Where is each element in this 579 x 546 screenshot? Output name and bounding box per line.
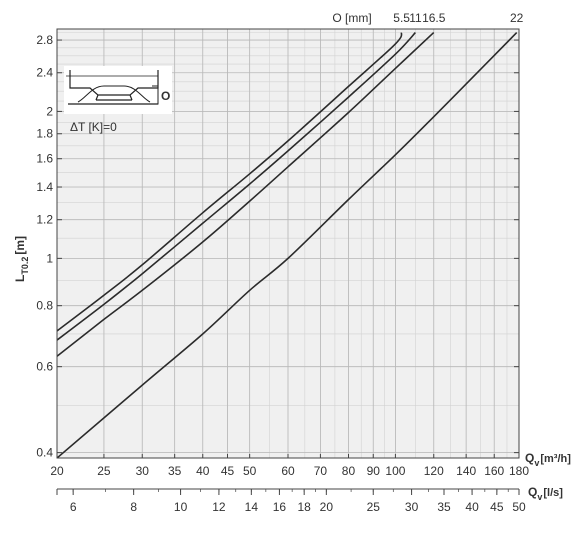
x-axis-title-main: Q <box>525 451 534 465</box>
x-tick-label: 40 <box>196 464 210 478</box>
x-tick-label: 100 <box>385 464 405 478</box>
series-line-5-5 <box>57 32 403 332</box>
x2-tick-label: 20 <box>320 500 334 514</box>
x2-tick-label: 16 <box>273 500 287 514</box>
y-tick-label: 1.8 <box>36 127 53 141</box>
axes: 0.4 0.6 0.8 1 1.2 1.4 1.6 1.8 2 2.4 2.8 20 25 30 35 40 4… <box>13 11 571 514</box>
x-tick-label: 35 <box>168 464 182 478</box>
x-tick-label: 25 <box>97 464 111 478</box>
x2-tick-label: 25 <box>367 500 381 514</box>
series-label-11: 11 <box>409 11 422 25</box>
x-tick-label: 30 <box>136 464 150 478</box>
top-axis-label: O [mm] <box>332 11 371 25</box>
y-tick-label: 0.6 <box>36 360 53 374</box>
x2-tick-label: 18 <box>297 500 311 514</box>
series-label-16-5: 16.5 <box>422 11 446 25</box>
x-tick-label: 50 <box>243 464 257 478</box>
y-axis-title-unit: [m] <box>13 236 27 255</box>
inset-marker-label: O <box>161 89 170 103</box>
inset-bracket <box>152 85 159 105</box>
inset-nozzle-drawing <box>69 70 159 101</box>
series-label-5-5: 5.5 <box>393 11 410 25</box>
y-tick-label: 1.2 <box>36 213 53 227</box>
series-layer <box>57 32 518 458</box>
x2-tick-label: 40 <box>465 500 479 514</box>
x2-tick-label: 14 <box>245 500 259 514</box>
x2-axis-title: Qv[l/s] <box>528 485 563 502</box>
x2-axis-title-unit: [l/s] <box>543 487 563 499</box>
y-tick-label: 2.8 <box>36 33 53 47</box>
x2-tick-label: 30 <box>405 500 419 514</box>
series-label-22: 22 <box>510 11 524 25</box>
x2-tick-label: 10 <box>174 500 188 514</box>
x2-tick-label: 50 <box>512 500 526 514</box>
x-tick-label: 160 <box>484 464 504 478</box>
y-axis-title: LT0.2 [m] <box>13 236 30 282</box>
y-axis-title-main: L <box>13 275 27 282</box>
y-axis-title-sub: T0.2 <box>20 257 30 275</box>
x2-tick-label: 45 <box>490 500 504 514</box>
x-tick-label: 20 <box>50 464 64 478</box>
inset-jet-drawing <box>77 85 151 103</box>
y-tick-label: 2 <box>46 104 53 118</box>
x-axis-title-sub: v <box>534 458 539 468</box>
y-tick-label: 2.4 <box>36 66 53 80</box>
x-tick-label: 45 <box>221 464 235 478</box>
x2-axis-title-main: Q <box>528 485 537 499</box>
x2-tick-label: 35 <box>437 500 451 514</box>
y-tick-label: 1.4 <box>36 180 53 194</box>
x-axis-title-unit: [m³/h] <box>540 453 571 465</box>
series-line-11 <box>57 32 416 341</box>
x-tick-label: 140 <box>456 464 476 478</box>
x-tick-label: 120 <box>424 464 444 478</box>
x-tick-label: 60 <box>281 464 295 478</box>
x2-axis-title-sub: v <box>537 492 542 502</box>
x-tick-label: 80 <box>342 464 356 478</box>
x-tick-label: 180 <box>509 464 529 478</box>
x-tick-label: 70 <box>314 464 328 478</box>
x-axis-title: Qv[m³/h] <box>525 451 571 468</box>
y-tick-label: 1.6 <box>36 152 53 166</box>
y-tick-label: 0.8 <box>36 299 53 313</box>
series-line-16-5 <box>57 32 435 357</box>
inset-box <box>64 66 172 114</box>
x2-tick-label: 6 <box>70 500 77 514</box>
y-tick-label: 0.4 <box>36 446 53 460</box>
series-line-22 <box>57 32 518 458</box>
x2-tick-label: 8 <box>130 500 137 514</box>
x2-tick-label: 12 <box>212 500 226 514</box>
x-tick-label: 90 <box>367 464 381 478</box>
inset-legend: O ΔT [K]=0 <box>64 66 172 134</box>
y-tick-label: 1 <box>46 251 53 265</box>
inset-legend-text: ΔT [K]=0 <box>70 120 117 134</box>
